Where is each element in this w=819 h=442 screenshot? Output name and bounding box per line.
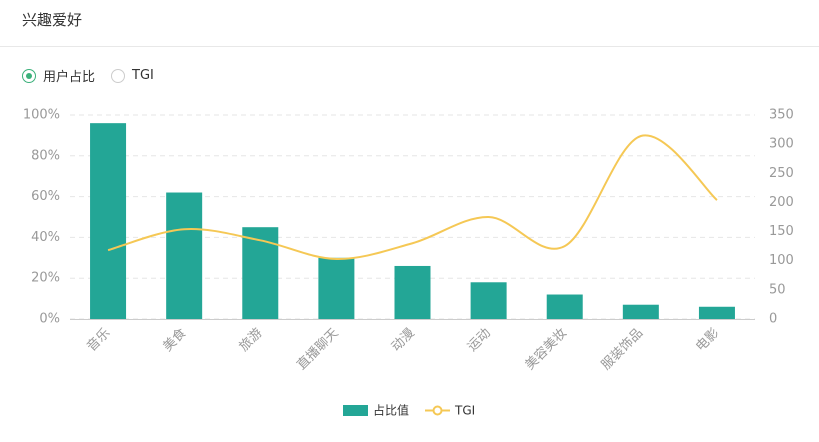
x-tick-label: 美容美妆 [522, 325, 570, 373]
bar [90, 123, 127, 319]
radio-option[interactable]: 用户占比 [22, 66, 95, 85]
panel-title: 兴趣爱好 [0, 0, 819, 47]
x-tick-label: 服装饰品 [599, 326, 646, 373]
bar [166, 192, 203, 319]
y-tick-label: 0% [39, 312, 60, 327]
radio-label[interactable]: TGI [132, 68, 154, 83]
legend-swatch [343, 405, 368, 416]
x-tick-label: 美食 [160, 325, 190, 355]
legend-label: 占比值 [373, 403, 409, 418]
x-tick-label: 直播聊天 [294, 326, 341, 373]
bar [622, 304, 659, 319]
y2-tick-label: 150 [769, 224, 794, 239]
y-tick-label: 40% [31, 230, 60, 245]
y2-tick-label: 50 [769, 282, 786, 297]
bar [470, 282, 507, 319]
y2-tick-label: 200 [769, 195, 794, 210]
line [107, 134, 718, 260]
x-tick-label: 音乐 [84, 325, 114, 355]
x-tick-label: 动漫 [389, 326, 418, 355]
radio-circle[interactable] [22, 68, 36, 83]
radio-option[interactable]: TGI [111, 66, 154, 85]
y-tick-label: 20% [31, 271, 60, 286]
legend-swatch [432, 405, 443, 416]
y2-tick-label: 350 [769, 108, 794, 123]
y2-tick-label: 0 [769, 312, 777, 327]
y2-tick-label: 250 [769, 166, 794, 181]
radio-circle[interactable] [111, 68, 126, 83]
x-tick-label: 运动 [465, 326, 494, 355]
bar [394, 265, 431, 319]
radio-label[interactable]: 用户占比 [43, 70, 96, 85]
y-tick-label: 100% [23, 108, 60, 123]
legend-label: TGI [454, 404, 475, 418]
bar [318, 257, 355, 319]
bar [546, 294, 583, 319]
y2-tick-label: 100 [769, 253, 794, 268]
y-tick-label: 80% [31, 148, 60, 163]
bar [698, 306, 735, 319]
x-tick-label: 电影 [693, 326, 722, 355]
x-tick-label: 旅游 [237, 326, 266, 355]
y2-tick-label: 300 [769, 137, 794, 152]
y-tick-label: 60% [31, 189, 60, 204]
radio-group: 用户占比 TGI [22, 66, 154, 85]
